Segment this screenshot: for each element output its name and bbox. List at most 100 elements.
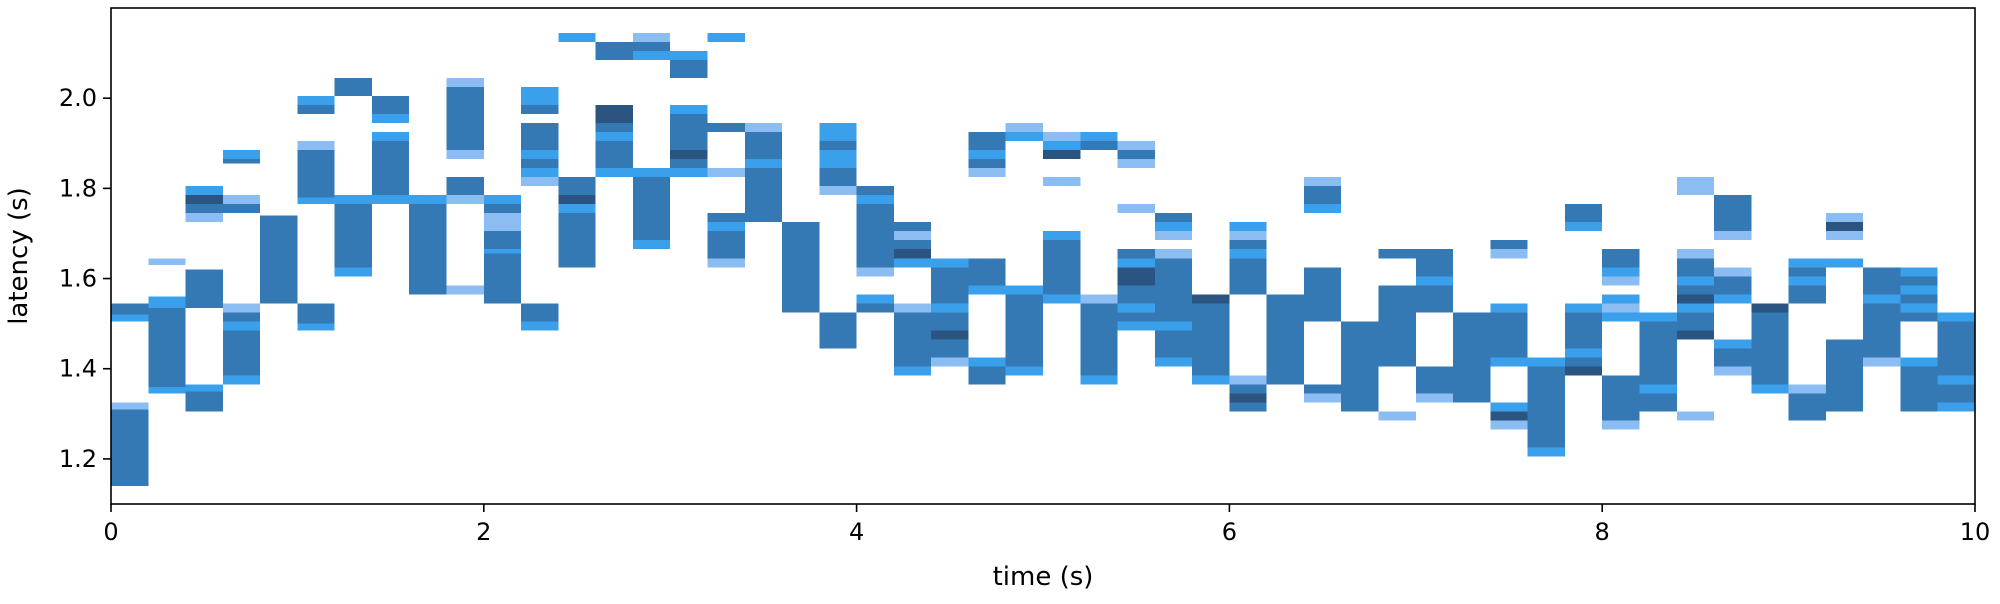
x-tick-label: 2 xyxy=(476,518,491,546)
heatmap-cell xyxy=(1564,366,1603,376)
heatmap-cell xyxy=(1303,393,1342,403)
heatmap-cell xyxy=(185,195,223,205)
heatmap-cell xyxy=(819,122,857,132)
heatmap-cell xyxy=(1676,330,1715,340)
heatmap-cell xyxy=(893,258,932,268)
heatmap-cell xyxy=(819,168,857,187)
heatmap-cell xyxy=(1080,294,1118,304)
heatmap-cell xyxy=(446,77,484,87)
heatmap-cell xyxy=(1266,294,1304,385)
heatmap-cell xyxy=(1192,303,1230,376)
heatmap-cell xyxy=(1043,177,1081,187)
heatmap-cell xyxy=(893,240,932,250)
heatmap-cell xyxy=(670,104,708,114)
heatmap-cell xyxy=(297,95,335,105)
heatmap-cell xyxy=(595,113,633,123)
heatmap-cell xyxy=(1303,267,1342,322)
x-axis-label: time (s) xyxy=(993,562,1094,592)
heatmap-cell xyxy=(222,312,261,322)
heatmap-cell xyxy=(1602,267,1640,277)
heatmap-cell xyxy=(632,168,671,178)
heatmap-cell xyxy=(1676,285,1715,295)
heatmap-cell xyxy=(856,267,894,277)
heatmap-cell xyxy=(185,186,223,196)
heatmap-cell xyxy=(670,150,708,160)
heatmap-cell xyxy=(148,258,186,266)
heatmap-cell xyxy=(521,177,559,187)
heatmap-cell xyxy=(1117,204,1155,214)
heatmap-cell xyxy=(1900,276,1938,286)
y-tick-label: 1.6 xyxy=(59,265,97,293)
heatmap-cell xyxy=(1602,294,1640,304)
heatmap-cell xyxy=(521,321,559,331)
heatmap-cell xyxy=(1005,294,1043,367)
heatmap-cell xyxy=(483,204,522,214)
heatmap-cell xyxy=(1490,312,1528,358)
heatmap-cell xyxy=(1676,411,1715,421)
heatmap-cell xyxy=(446,195,484,205)
heatmap-cell xyxy=(968,159,1006,169)
heatmap-cell xyxy=(521,86,559,105)
heatmap-cell xyxy=(1117,285,1155,304)
heatmap-cell xyxy=(1229,258,1267,295)
x-axis-ticks: 0 2 4 6 8 10 xyxy=(103,504,1990,546)
heatmap-cell xyxy=(931,258,969,268)
heatmap-cell xyxy=(1527,357,1565,367)
heatmap-cell xyxy=(707,122,745,132)
heatmap-cell xyxy=(222,150,261,160)
heatmap-cell xyxy=(1117,321,1155,331)
heatmap-cell xyxy=(1117,303,1155,313)
heatmap-cell xyxy=(222,159,261,164)
heatmap-cell xyxy=(446,150,484,160)
heatmap-cell xyxy=(968,285,1006,295)
heatmap-cell xyxy=(1900,366,1938,412)
heatmap-cell xyxy=(968,357,1006,367)
heatmap-cell xyxy=(1043,240,1081,295)
plot-area-frame xyxy=(110,7,1976,505)
heatmap-cell xyxy=(1154,330,1193,358)
heatmap-cell xyxy=(968,168,1006,178)
heatmap-cell xyxy=(1714,339,1752,349)
heatmap-cell xyxy=(1154,213,1193,223)
heatmap-cell xyxy=(1714,267,1752,277)
x-tick-label: 4 xyxy=(849,518,864,546)
heatmap-cell xyxy=(297,323,335,331)
y-axis-label: latency (s) xyxy=(4,187,34,325)
heatmap-cell xyxy=(1714,294,1752,304)
heatmap-cell xyxy=(446,86,484,151)
heatmap-cell xyxy=(1229,393,1267,403)
heatmap-cell xyxy=(1900,267,1938,277)
heatmap-cell xyxy=(893,249,932,259)
heatmap-cell xyxy=(185,204,223,214)
heatmap-cell xyxy=(595,132,633,142)
heatmap-cell xyxy=(744,122,783,132)
heatmap-cell xyxy=(1714,348,1752,367)
heatmap-cell xyxy=(521,159,559,169)
heatmap-cell xyxy=(558,213,596,268)
heatmap-cell xyxy=(1602,303,1640,313)
heatmap-cell xyxy=(1043,132,1081,142)
heatmap-cell xyxy=(1415,393,1454,403)
heatmap-cell xyxy=(1117,258,1155,268)
heatmap-cell xyxy=(1714,276,1752,295)
heatmap-cell xyxy=(1825,231,1864,241)
heatmap-cell xyxy=(931,321,969,331)
heatmap-cell xyxy=(1788,276,1826,286)
heatmap-cell xyxy=(1154,231,1193,241)
heatmap-cell xyxy=(1639,312,1677,322)
heatmap-cell xyxy=(670,141,708,151)
heatmap-cell xyxy=(1490,240,1528,250)
heatmap-cell xyxy=(222,321,261,331)
heatmap-cell xyxy=(632,177,671,241)
heatmap-cell xyxy=(1639,393,1677,412)
heatmap-cell xyxy=(632,50,671,60)
heatmap-cell xyxy=(148,303,186,308)
heatmap-cell xyxy=(1154,222,1193,232)
heatmap-cell xyxy=(1714,231,1752,241)
heatmap-cell xyxy=(1788,384,1826,394)
heatmap-cell xyxy=(1043,141,1081,151)
heatmap-cell xyxy=(1788,393,1826,421)
heatmap-cell xyxy=(297,197,335,205)
heatmap-cell xyxy=(1602,420,1640,430)
heatmap-cell xyxy=(1863,294,1901,304)
